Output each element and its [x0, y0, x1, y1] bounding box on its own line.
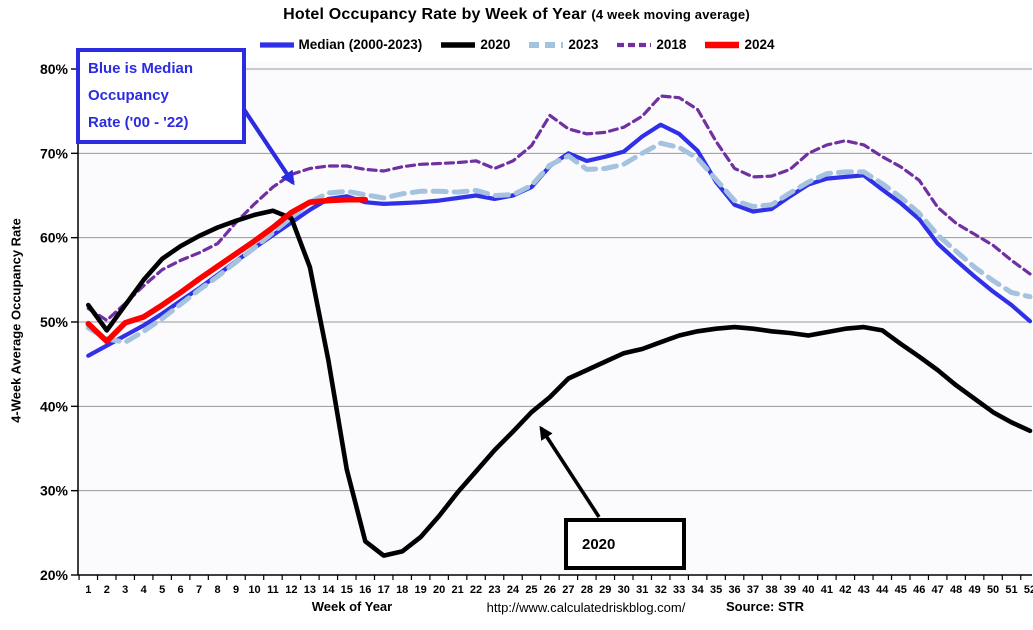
x-tick-label: 1 — [85, 584, 91, 596]
x-tick-label: 26 — [544, 584, 556, 596]
x-tick-label: 28 — [581, 584, 593, 596]
x-tick-label: 11 — [267, 584, 279, 596]
legend-swatch — [617, 42, 652, 47]
annotation-2020-arrow — [539, 425, 601, 518]
x-tick-label: 39 — [784, 584, 796, 596]
y-tick-label: 80% — [40, 61, 69, 77]
x-tick-label: 2 — [104, 584, 110, 596]
x-tick-label: 13 — [304, 584, 316, 596]
x-tick-label: 47 — [932, 584, 944, 596]
x-tick-label: 3 — [122, 584, 128, 596]
x-tick-label: 27 — [562, 584, 574, 596]
x-tick-label: 18 — [396, 584, 408, 596]
legend-label: 2018 — [656, 37, 687, 52]
x-tick-label: 20 — [433, 584, 445, 596]
legend-swatch — [705, 41, 740, 48]
legend-label: 2023 — [568, 37, 599, 52]
legend-swatch — [441, 41, 476, 48]
x-tick-label: 7 — [196, 584, 202, 596]
x-tick-label: 10 — [248, 584, 260, 596]
source-label: Source: STR — [725, 599, 804, 614]
x-tick-label: 51 — [1005, 584, 1017, 596]
legend-item-2024: 2024 — [704, 37, 775, 52]
median-annotation-arrow — [241, 106, 295, 186]
x-tick-label: 38 — [765, 584, 777, 596]
y-tick-label: 50% — [40, 314, 69, 330]
x-tick-label: 36 — [728, 584, 740, 596]
x-tick-label: 29 — [599, 584, 611, 596]
x-tick-label: 45 — [895, 584, 907, 596]
x-tick-label: 46 — [913, 584, 925, 596]
y-axis-title: 4-Week Average Occupancy Rate — [8, 218, 24, 423]
y-tick-label: 70% — [40, 145, 69, 161]
x-axis-title: Week of Year — [311, 599, 393, 614]
series-line-2018 — [86, 94, 1032, 322]
x-tick-label: 12 — [285, 584, 297, 596]
title-subtitle: (4 week moving average) — [591, 7, 750, 22]
x-tick-label: 6 — [178, 584, 184, 596]
legend-label: 2020 — [480, 37, 511, 52]
x-tick-label: 22 — [470, 584, 482, 596]
legend-label: 2024 — [744, 37, 775, 52]
source-url: http://www.calculatedriskblog.com/ — [486, 600, 686, 615]
plot-background — [78, 62, 1032, 575]
x-tick-label: 43 — [858, 584, 870, 596]
x-tick-label: 34 — [692, 584, 705, 596]
legend-item-2023: 2023 — [528, 37, 598, 52]
x-tick-label: 16 — [359, 584, 371, 596]
x-tick-label: 19 — [415, 584, 427, 596]
x-tick-label: 40 — [802, 584, 814, 596]
x-tick-label: 17 — [378, 584, 390, 596]
y-tick-label: 40% — [40, 398, 69, 414]
legend-swatch — [529, 41, 564, 48]
x-tick-label: 30 — [618, 584, 630, 596]
x-tick-label: 37 — [747, 584, 759, 596]
x-tick-label: 44 — [876, 584, 889, 596]
series-line-2023 — [85, 140, 1033, 345]
x-tick-label: 32 — [655, 584, 667, 596]
x-tick-label: 15 — [341, 584, 353, 596]
annotation-2020-box: 2020 — [564, 518, 686, 570]
x-tick-label: 25 — [525, 584, 537, 596]
legend-swatch — [259, 41, 294, 48]
chart-legend: Median (2000-2023) 2020 2023 2018 2024 — [0, 37, 1033, 52]
x-tick-label: 21 — [451, 584, 463, 596]
legend-item-2020: 2020 — [440, 37, 510, 52]
x-tick-label: 4 — [141, 584, 148, 596]
median-annotation-line1: Blue is Median — [88, 60, 194, 77]
y-tick-label: 20% — [40, 567, 69, 583]
x-tick-label: 41 — [821, 584, 833, 596]
annotation-2020-label: 2020 — [582, 535, 616, 553]
x-tick-label: 50 — [987, 584, 999, 596]
x-tick-label: 35 — [710, 584, 722, 596]
x-tick-label: 42 — [839, 584, 851, 596]
x-tick-label: 23 — [488, 584, 500, 596]
x-tick-label: 33 — [673, 584, 685, 596]
x-tick-label: 24 — [507, 584, 520, 596]
legend-label: Median (2000-2023) — [298, 37, 423, 52]
legend-item-median-2000-2023-: Median (2000-2023) — [259, 37, 423, 52]
x-tick-label: 48 — [950, 584, 962, 596]
x-tick-label: 5 — [159, 584, 165, 596]
x-tick-label: 8 — [214, 584, 220, 596]
x-tick-label: 49 — [968, 584, 980, 596]
x-tick-label: 31 — [636, 584, 648, 596]
x-tick-label: 52 — [1024, 584, 1033, 596]
series-line-2020 — [86, 208, 1033, 558]
y-tick-label: 60% — [40, 230, 69, 246]
series-line-2024 — [85, 196, 369, 345]
legend-item-2018: 2018 — [616, 37, 686, 52]
median-annotation-line2: Occupancy — [88, 87, 169, 104]
y-tick-label: 30% — [40, 483, 69, 499]
x-tick-label: 14 — [322, 584, 335, 596]
median-annotation-line3: Rate ('00 - '22) — [88, 114, 189, 131]
median-annotation-box: Blue is Median Occupancy Rate ('00 - '22… — [76, 48, 246, 144]
title-main: Hotel Occupancy Rate by Week of Year — [283, 6, 587, 23]
x-tick-label: 9 — [233, 584, 239, 596]
page-title: Hotel Occupancy Rate by Week of Year (4 … — [0, 6, 1033, 24]
